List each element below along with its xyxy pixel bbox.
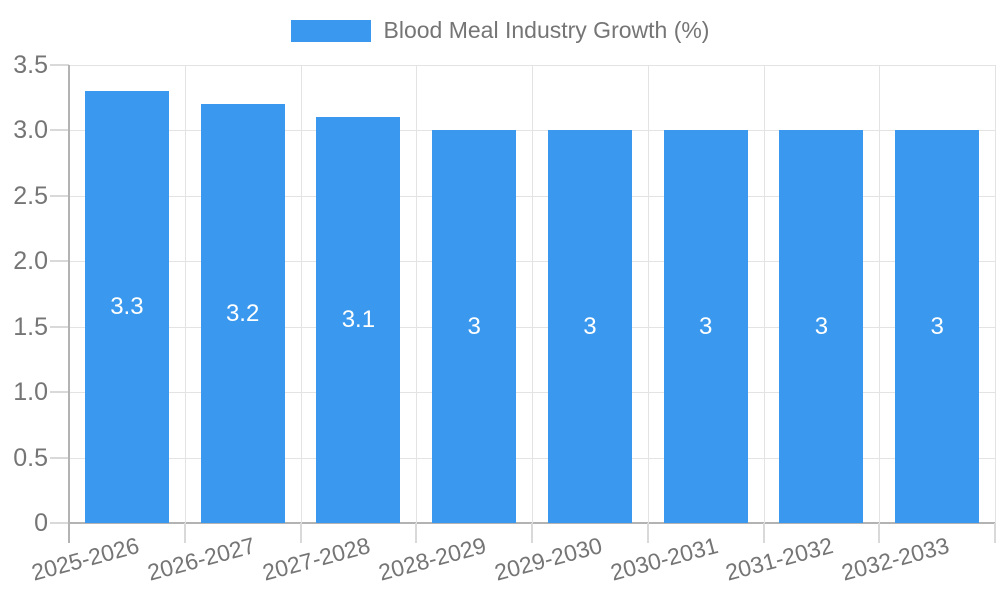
- x-tick-label: 2025-2026: [28, 532, 142, 586]
- x-gridline: [647, 65, 649, 523]
- y-tick-mark: [50, 456, 69, 459]
- legend-label: Blood Meal Industry Growth (%): [383, 17, 710, 43]
- x-gridline: [763, 65, 765, 523]
- y-tick-label: 3.5: [13, 51, 48, 79]
- x-tick-mark: [531, 523, 533, 543]
- x-tick-mark: [646, 523, 649, 543]
- y-tick-label: 2.5: [13, 181, 48, 210]
- x-tick-mark: [762, 523, 765, 543]
- legend-swatch: [290, 19, 371, 42]
- x-tick-mark: [183, 523, 186, 543]
- bar[interactable]: [84, 91, 169, 523]
- x-tick-mark: [299, 523, 302, 543]
- x-tick-mark: [994, 523, 996, 543]
- bar[interactable]: [200, 104, 285, 523]
- y-tick-label: 0: [34, 509, 48, 537]
- bar[interactable]: [663, 130, 748, 523]
- x-tick-mark: [878, 523, 881, 543]
- x-gridline: [532, 65, 533, 523]
- y-tick-mark: [50, 129, 69, 132]
- y-tick-mark: [50, 64, 69, 66]
- y-tick-label: 0.5: [13, 443, 48, 472]
- bar[interactable]: [547, 130, 632, 523]
- y-tick-label: 3.0: [13, 116, 48, 145]
- bar[interactable]: [779, 130, 864, 523]
- y-tick-mark: [50, 522, 69, 524]
- x-tick-label: 2027-2028: [260, 532, 374, 586]
- y-tick-mark: [50, 325, 69, 328]
- x-tick-label: 2030-2031: [607, 532, 721, 586]
- y-axis-line: [68, 65, 70, 543]
- chart-legend[interactable]: Blood Meal Industry Growth (%): [0, 17, 1000, 44]
- bar[interactable]: [432, 130, 517, 523]
- bar[interactable]: [895, 130, 980, 523]
- y-tick-mark: [50, 194, 69, 197]
- x-tick-label: 2031-2032: [723, 532, 837, 586]
- y-tick-mark: [50, 391, 69, 394]
- x-gridline: [995, 65, 996, 523]
- x-tick-label: 2028-2029: [375, 532, 489, 586]
- x-tick-label: 2032-2033: [838, 532, 952, 586]
- x-gridline: [879, 65, 881, 523]
- x-gridline: [416, 65, 418, 523]
- bar[interactable]: [316, 117, 401, 523]
- y-tick-label: 1.0: [13, 378, 48, 407]
- y-tick-label: 1.5: [13, 312, 48, 341]
- x-tick-mark: [415, 523, 418, 543]
- x-tick-label: 2029-2030: [491, 532, 605, 586]
- x-gridline: [184, 65, 186, 523]
- x-tick-label: 2026-2027: [144, 532, 258, 586]
- x-gridline: [300, 65, 302, 523]
- y-tick-mark: [50, 260, 69, 263]
- y-tick-label: 2.0: [13, 247, 48, 276]
